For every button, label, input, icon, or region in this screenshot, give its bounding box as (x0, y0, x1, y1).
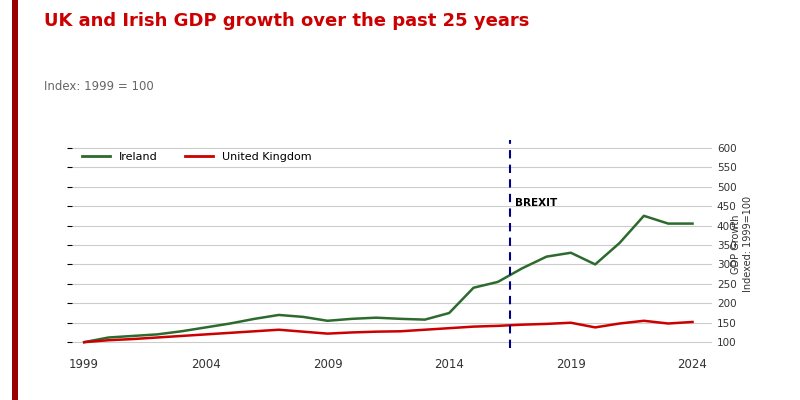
Text: BREXIT: BREXIT (515, 198, 557, 208)
Legend: Ireland, United Kingdom: Ireland, United Kingdom (78, 148, 316, 166)
Y-axis label: GDP Growth
Indexed: 1999=100: GDP Growth Indexed: 1999=100 (731, 196, 753, 292)
Text: Index: 1999 = 100: Index: 1999 = 100 (44, 80, 154, 93)
Text: UK and Irish GDP growth over the past 25 years: UK and Irish GDP growth over the past 25… (44, 12, 530, 30)
